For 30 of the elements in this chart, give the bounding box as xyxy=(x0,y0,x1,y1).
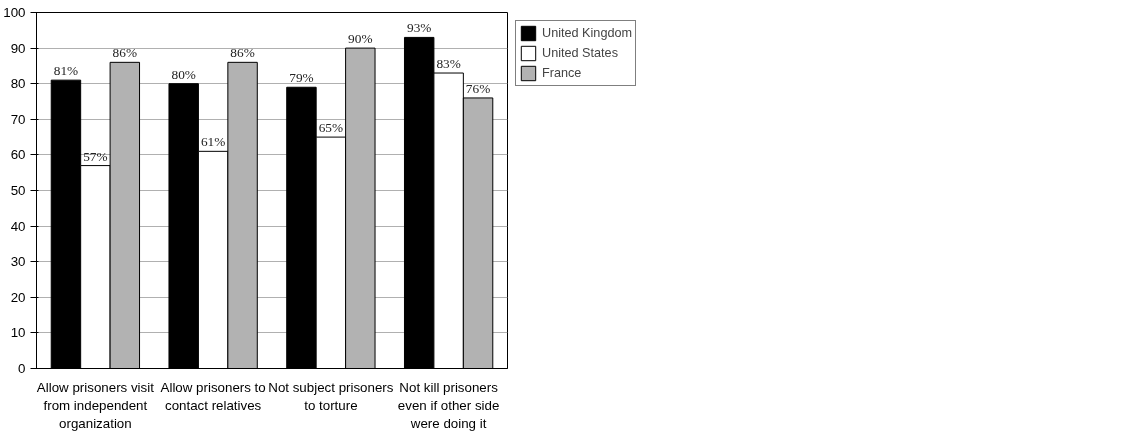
y-tick-label: 0 xyxy=(18,361,26,376)
y-tick-label: 30 xyxy=(10,254,26,270)
y-tick-label: 20 xyxy=(10,289,26,305)
data-label: 65% xyxy=(318,120,344,136)
x-tick-label: Not kill prisoners even if other side were doing it xyxy=(397,379,500,431)
y-tick-label: 80 xyxy=(10,76,26,92)
y-tick-label: 40 xyxy=(10,218,26,234)
data-label: 93% xyxy=(406,20,432,36)
legend-label: France xyxy=(542,66,582,80)
y-tick-label: 90 xyxy=(10,40,26,56)
y-tick-label: 60 xyxy=(10,147,26,163)
data-label: 90% xyxy=(348,31,373,47)
x-tick-label: Allow prisoners to contact relatives xyxy=(160,379,266,413)
y-tick-label: 50 xyxy=(10,183,26,198)
data-label: 81% xyxy=(53,63,79,79)
x-tick-label: Not subject prisoners to torture xyxy=(268,379,394,413)
y-tick-label: 100 xyxy=(3,5,26,20)
data-label: 86% xyxy=(230,45,255,61)
data-label: 79% xyxy=(289,70,314,86)
legend-label: United States xyxy=(542,46,618,60)
data-label: 80% xyxy=(171,66,196,82)
data-label: 86% xyxy=(112,45,138,61)
data-label: 76% xyxy=(465,80,491,96)
data-label: 61% xyxy=(200,134,226,150)
x-tick-label: Allow prisoners visit from independent organization xyxy=(36,379,155,431)
data-label: 57% xyxy=(83,148,108,164)
y-tick-label: 10 xyxy=(10,325,26,341)
y-tick-label: 70 xyxy=(10,111,26,127)
legend-label: United Kingdom xyxy=(542,26,633,40)
data-label: 83% xyxy=(436,56,461,72)
